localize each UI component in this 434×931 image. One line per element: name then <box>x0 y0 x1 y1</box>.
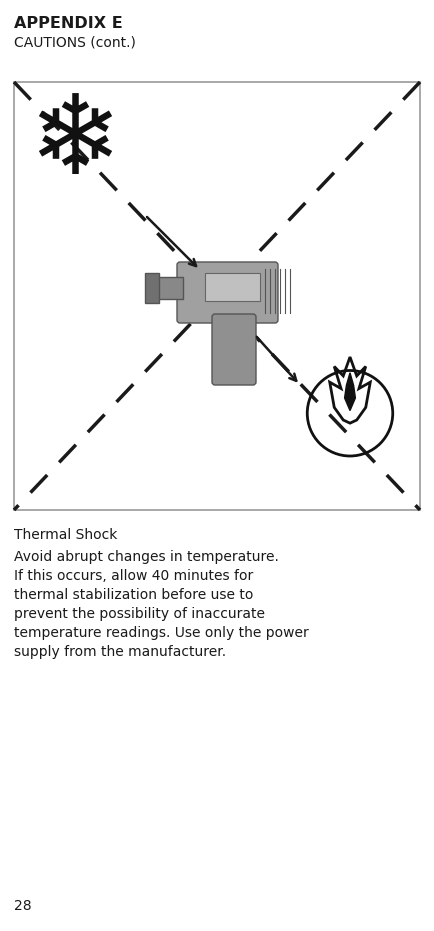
FancyBboxPatch shape <box>212 314 256 385</box>
Text: Avoid abrupt changes in temperature.
If this occurs, allow 40 minutes for
therma: Avoid abrupt changes in temperature. If … <box>14 550 309 659</box>
Text: APPENDIX E: APPENDIX E <box>14 16 123 31</box>
Bar <box>155 277 183 299</box>
Text: CAUTIONS (cont.): CAUTIONS (cont.) <box>14 36 136 50</box>
Polygon shape <box>345 372 355 411</box>
Text: ❄: ❄ <box>29 90 122 197</box>
Bar <box>145 273 159 303</box>
Text: Thermal Shock: Thermal Shock <box>14 528 117 542</box>
FancyBboxPatch shape <box>177 262 278 323</box>
Bar <box>14 82 420 510</box>
Bar <box>205 273 260 301</box>
Text: 28: 28 <box>14 899 32 913</box>
